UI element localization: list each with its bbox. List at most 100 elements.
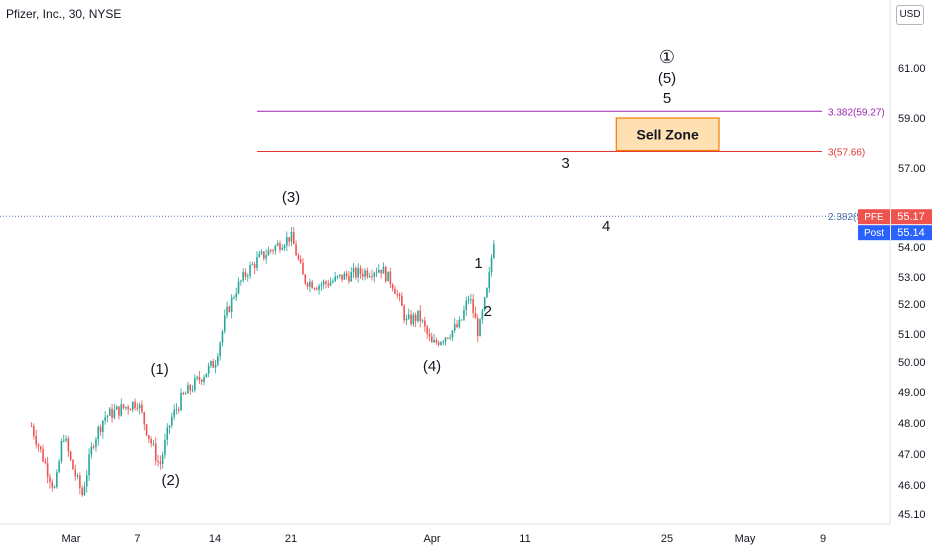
candle-body	[35, 435, 37, 445]
candle-body	[463, 310, 465, 320]
candle-body	[382, 266, 385, 274]
candle-body	[366, 270, 369, 277]
candle-body	[235, 293, 238, 298]
price-tag-value-box	[891, 209, 932, 225]
candle-body	[304, 274, 307, 284]
candle-body	[173, 409, 175, 417]
candle-body	[106, 415, 109, 417]
candle-body	[65, 438, 67, 441]
candle-body	[272, 250, 274, 252]
candle-body	[479, 319, 481, 337]
candle-body	[159, 462, 162, 464]
candle-body	[219, 342, 221, 357]
candle-body	[430, 336, 433, 343]
candle-body	[453, 324, 456, 331]
x-tick-label: Mar	[62, 533, 81, 545]
candle-body	[39, 446, 42, 450]
chart-title: Pfizer, Inc., 30, NYSE	[6, 7, 122, 21]
candle-body	[30, 426, 33, 428]
candle-body	[120, 404, 123, 416]
candle-body	[92, 446, 95, 448]
candle-body	[290, 232, 293, 242]
candle-body	[265, 255, 267, 259]
candle-body	[306, 283, 309, 287]
candle-body	[60, 440, 63, 462]
candle-body	[327, 283, 330, 286]
candle-body	[99, 426, 102, 432]
candle-body	[81, 488, 83, 495]
candle-body	[322, 281, 325, 285]
candle-body	[240, 280, 242, 282]
fib-level-label: 2.382(55.	[828, 212, 870, 223]
candle-body	[329, 282, 332, 286]
candle-body	[481, 310, 484, 320]
x-tick-label: 9	[820, 533, 826, 545]
candle-body	[283, 245, 286, 249]
price-tag-name: Post	[864, 228, 884, 239]
candle-body	[115, 406, 118, 410]
candle-body	[338, 274, 341, 277]
wave-label: (4)	[423, 358, 441, 375]
candle-body	[364, 270, 366, 277]
candle-body	[256, 257, 258, 269]
candle-body	[205, 373, 208, 378]
sell-zone-box	[615, 117, 720, 152]
candle-body	[210, 361, 212, 366]
candle-body	[373, 272, 376, 277]
y-tick-label: 47.00	[898, 449, 926, 461]
candle-body	[72, 459, 74, 470]
candle-body	[371, 276, 373, 278]
candle-body	[136, 407, 139, 409]
candle-body	[166, 427, 169, 440]
candle-body	[67, 438, 70, 452]
candle-body	[74, 469, 77, 477]
candle-body	[138, 404, 141, 409]
candle-body	[143, 412, 146, 425]
candle-body	[212, 361, 215, 368]
candle-body	[125, 406, 127, 408]
candle-body	[476, 318, 479, 337]
candle-body	[276, 243, 279, 246]
candle-body	[447, 337, 449, 339]
candle-body	[357, 267, 359, 278]
candle-body	[214, 364, 217, 368]
candle-body	[433, 340, 435, 343]
candle-body	[472, 299, 474, 313]
wave-label: ①	[659, 47, 675, 67]
candle-body	[412, 314, 415, 325]
candle-body	[102, 420, 104, 432]
candle-body	[407, 314, 410, 319]
candle-body	[62, 440, 65, 442]
candle-body	[449, 337, 451, 339]
candle-body	[90, 446, 93, 455]
candle-body	[378, 269, 380, 273]
candle-body	[318, 285, 320, 290]
candle-body	[249, 264, 251, 276]
candle-body	[488, 272, 491, 289]
candle-body	[200, 379, 203, 382]
candle-body	[37, 444, 40, 447]
candle-body	[359, 267, 362, 274]
y-tick-label: 53.00	[898, 272, 926, 284]
candle-body	[122, 404, 125, 408]
candle-body	[442, 341, 445, 343]
candle-body	[187, 385, 189, 394]
y-tick-label: 52.00	[898, 299, 926, 311]
currency-button[interactable]: USD	[896, 5, 924, 25]
candle-body	[269, 250, 272, 252]
candle-body	[168, 425, 171, 428]
candle-body	[104, 416, 106, 421]
candle-body	[161, 454, 164, 464]
candle-body	[288, 237, 290, 242]
candle-body	[302, 262, 304, 275]
fib-level-label: 3(57.66)	[828, 148, 865, 159]
wave-label: 5	[663, 90, 671, 107]
candle-body	[226, 306, 228, 316]
candle-body	[458, 319, 461, 328]
candle-body	[424, 320, 426, 327]
x-tick-label: 25	[661, 533, 673, 545]
candle-body	[189, 385, 192, 391]
candle-body	[336, 276, 339, 278]
